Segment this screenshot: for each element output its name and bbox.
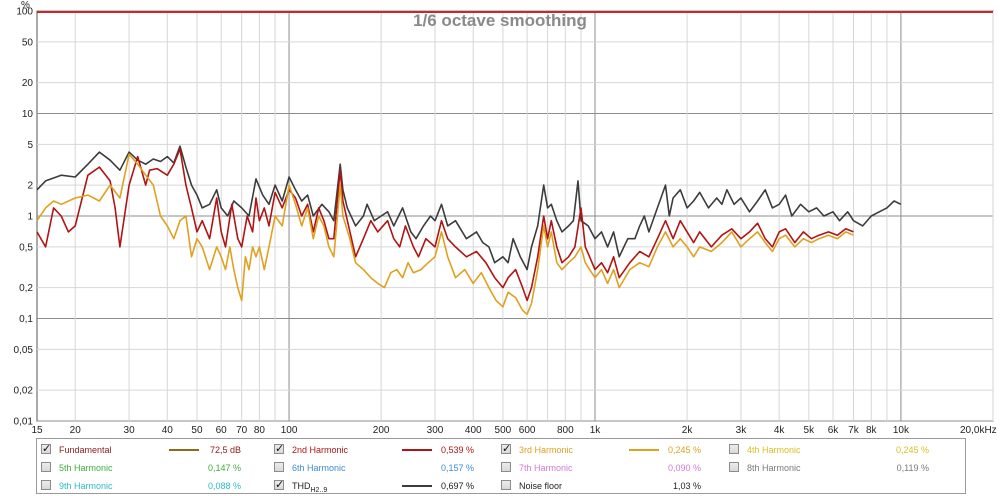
x-tick-label: 60 [216,425,228,436]
legend-panel: Fundamental 72,5 dB 2nd Harmonic 0,539 % 3rd… [36,438,966,494]
x-tick-label: 15 [31,425,43,436]
legend-item-4th-harmonic: 4th Harmonic 0,245 % [729,441,954,459]
y-tick-label: 20 [22,78,34,89]
5th-harmonic-label: 5th Harmonic [59,463,113,473]
2nd-harmonic-line-swatch [402,449,432,451]
2nd-harmonic-checkbox[interactable] [274,442,284,455]
legend-row: 9th Harmonic 0,088 % THDH2..9 0,697 % Noise … [37,477,965,495]
x-tick-label: 600 [519,425,536,436]
noise-floor-value: 1,03 % [672,481,701,491]
x-tick-label: 70 [236,425,248,436]
legend-item-5th-harmonic: 5th Harmonic 0,147 % [41,459,266,477]
fundamental-line-swatch [169,449,199,451]
legend-item-3rd-harmonic: 3rd Harmonic 0,245 % [501,441,726,459]
8th-harmonic-value: 0,119 % [896,463,929,473]
x-tick-label: 1k [590,425,602,436]
4th-harmonic-checkbox[interactable] [729,444,739,454]
9th-harmonic-value: 0,088 % [207,481,241,491]
y-tick-label: 0,1 [19,314,33,325]
x-tick-label: 7k [848,425,860,436]
legend-row: 5th Harmonic 0,147 % 6th Harmonic 0,157 % 7t… [37,459,965,477]
4th-harmonic-value: 0,245 % [895,445,929,455]
7th-harmonic-label: 7th Harmonic [519,463,573,473]
fundamental-checkbox[interactable] [41,442,51,455]
legend-item-8th-harmonic: 8th Harmonic 0,119 % [729,459,954,477]
4th-harmonic-label: 4th Harmonic [747,445,801,455]
y-tick-label: 100 [16,7,33,18]
8th-harmonic-label: 8th Harmonic [747,463,801,473]
x-tick-label: 4k [774,425,786,436]
9th-harmonic-label: 9th Harmonic [59,481,113,491]
y-tick-label: 0,5 [19,242,33,253]
y-tick-label: 50 [22,37,34,48]
y-tick-label: 10 [22,109,34,120]
7th-harmonic-value: 0,090 % [667,463,701,473]
y-tick-label: 0,02 [14,386,34,397]
thd-value: 0,697 % [440,481,474,491]
x-tick-label: 20 [70,425,82,436]
6th-harmonic-label: 6th Harmonic [292,463,346,473]
x-tick-label: 40 [162,425,174,436]
y-tick-label: 0,05 [14,345,34,356]
x-tick-label: 5k [804,425,816,436]
x-tick-label: 2k [682,425,694,436]
series-line-3rd-harmonic [36,153,854,316]
distortion-chart: 15 20 30 40 50 60 70 80 100 200 300 400 500 600 800 1k 2… [14,0,997,436]
9th-harmonic-checkbox[interactable] [41,480,51,490]
legend-item-noise-floor: Noise floor 1,03 % [501,477,726,495]
x-tick-label: 800 [557,425,574,436]
x-tick-label: 6k [828,425,840,436]
x-tick-label: 500 [495,425,512,436]
3rd-harmonic-value: 0,245 % [667,445,701,455]
x-tick-label: 30 [124,425,136,436]
x-tick-label: 10k [893,425,910,436]
y-tick-label: 1 [27,212,33,223]
x-tick-label: 8k [866,425,878,436]
2nd-harmonic-label: 2nd Harmonic [292,445,349,455]
legend-item-fundamental: Fundamental 72,5 dB [41,441,266,459]
thd-checkbox[interactable] [274,478,284,491]
noise-floor-checkbox[interactable] [501,480,511,490]
x-tick-label: 50 [191,425,203,436]
x-tick-label: 3k [736,425,748,436]
x-unit-label: 20,0kHz [960,425,997,436]
chart-title: 1/6 octave smoothing [413,11,587,30]
6th-harmonic-value: 0,157 % [440,463,474,473]
legend-row: Fundamental 72,5 dB 2nd Harmonic 0,539 % 3rd… [37,441,965,459]
y-unit-label: % [21,0,30,11]
5th-harmonic-checkbox[interactable] [41,462,51,472]
x-tick-label: 300 [427,425,444,436]
8th-harmonic-checkbox[interactable] [729,462,739,472]
x-tick-label: 80 [254,425,266,436]
thd-label: THDH2..9 [292,481,328,494]
3rd-harmonic-label: 3rd Harmonic [519,445,574,455]
legend-item-7th-harmonic: 7th Harmonic 0,090 % [501,459,726,477]
y-tick-label: 5 [27,140,33,151]
3rd-harmonic-line-swatch [629,449,659,451]
7th-harmonic-checkbox[interactable] [501,462,511,472]
y-tick-label: 0,2 [19,283,33,294]
series-line-thd-h2-9 [36,145,902,271]
y-tick-label: 2 [27,181,33,192]
6th-harmonic-checkbox[interactable] [274,462,284,472]
legend-item-9th-harmonic: 9th Harmonic 0,088 % [41,477,266,495]
x-tick-label: 400 [465,425,482,436]
legend-item-6th-harmonic: 6th Harmonic 0,157 % [274,459,499,477]
3rd-harmonic-checkbox[interactable] [501,442,511,455]
2nd-harmonic-value: 0,539 % [440,445,474,455]
thd-line-swatch [402,485,432,487]
fundamental-value: 72,5 dB [209,445,241,455]
fundamental-label: Fundamental [59,445,112,455]
legend-item-2nd-harmonic: 2nd Harmonic 0,539 % [274,441,499,459]
noise-floor-label: Noise floor [519,481,563,491]
y-tick-label: 0,01 [14,417,34,428]
x-tick-label: 200 [373,425,390,436]
x-tick-label: 100 [281,425,298,436]
series-line-2nd-harmonic [36,148,854,302]
legend-item-thd: THDH2..9 0,697 % [274,477,499,495]
5th-harmonic-value: 0,147 % [207,463,241,473]
